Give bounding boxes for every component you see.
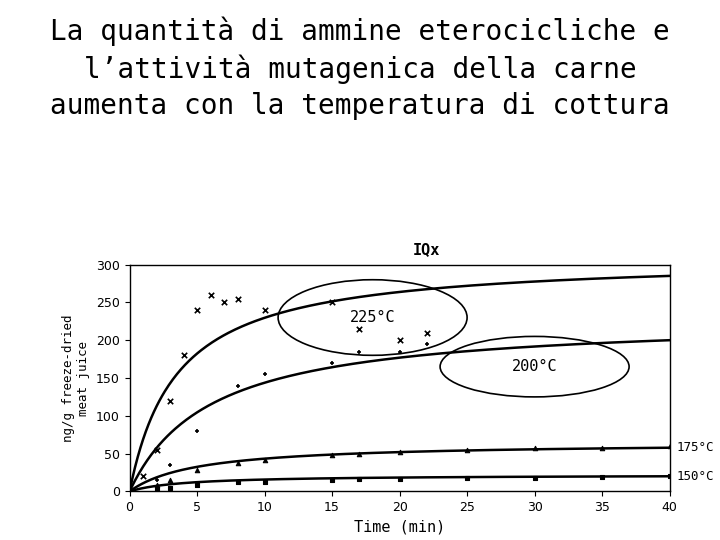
Point (259, 370, 271, 379)
Point (151, 485, 163, 494)
X-axis label: Time (min): Time (min) (354, 519, 445, 535)
Point (664, 472, 675, 481)
Point (192, 466, 203, 475)
Point (164, 483, 176, 492)
Point (164, 476, 176, 484)
Point (354, 347, 365, 356)
Point (259, 455, 271, 464)
Point (394, 448, 405, 456)
Point (151, 481, 163, 490)
Point (204, 291, 216, 299)
Y-axis label: ng/g freeze-dried
meat juice: ng/g freeze-dried meat juice (63, 314, 91, 442)
Point (420, 340, 432, 348)
Point (528, 444, 540, 453)
Point (192, 306, 203, 314)
Text: aumenta con la temperatura di cottura: aumenta con la temperatura di cottura (50, 92, 670, 120)
Point (664, 442, 675, 450)
Point (394, 336, 405, 345)
Point (596, 443, 608, 452)
Text: 150°C: 150°C (676, 470, 714, 483)
Point (218, 298, 230, 307)
Point (420, 328, 432, 337)
Point (232, 381, 243, 390)
Text: 175°C: 175°C (676, 441, 714, 454)
Point (232, 458, 243, 467)
Point (354, 449, 365, 458)
Point (178, 351, 189, 360)
Point (138, 472, 149, 481)
Text: 225°C: 225°C (350, 310, 395, 325)
Point (259, 306, 271, 314)
Point (232, 294, 243, 303)
Point (151, 446, 163, 454)
Point (354, 475, 365, 484)
Point (192, 427, 203, 435)
Point (192, 481, 203, 490)
Point (326, 451, 338, 460)
Point (326, 298, 338, 307)
Point (326, 359, 338, 367)
Text: l’attività mutagenica della carne: l’attività mutagenica della carne (84, 54, 636, 84)
Point (164, 396, 176, 405)
Point (151, 476, 163, 484)
Point (232, 478, 243, 487)
Text: 200°C: 200°C (512, 359, 557, 374)
Text: La quantità di ammine eterocicliche e: La quantità di ammine eterocicliche e (50, 16, 670, 46)
Point (462, 474, 473, 482)
Point (164, 461, 176, 469)
Point (394, 474, 405, 483)
Point (528, 474, 540, 482)
Point (354, 325, 365, 333)
Point (596, 472, 608, 481)
Point (394, 347, 405, 356)
Point (462, 446, 473, 454)
Point (259, 477, 271, 486)
Point (326, 476, 338, 484)
Text: IQx: IQx (413, 242, 441, 257)
